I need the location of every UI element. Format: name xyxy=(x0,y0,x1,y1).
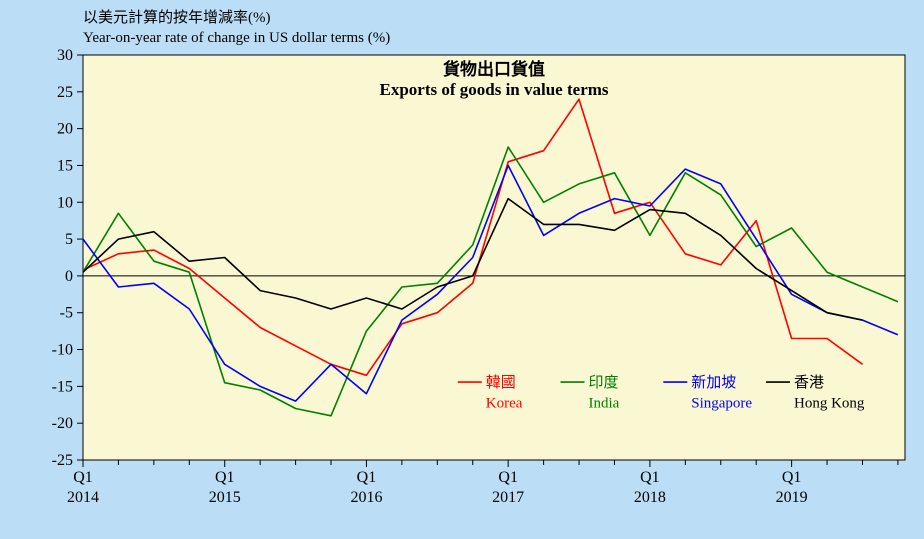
chart-title-en: Exports of goods in value terms xyxy=(379,80,608,99)
x-tick-year: 2017 xyxy=(492,489,524,506)
legend-label-zh: 新加坡 xyxy=(691,374,736,391)
x-tick-q1: Q1 xyxy=(498,469,518,486)
x-tick-q1: Q1 xyxy=(73,469,93,486)
y-tick-label: 5 xyxy=(65,231,73,248)
y-tick-label: 10 xyxy=(57,194,73,211)
y-tick-label: 20 xyxy=(57,121,73,138)
legend-label-zh: 韓國 xyxy=(486,374,516,391)
y-tick-label: 0 xyxy=(65,268,73,285)
legend-label-en: Korea xyxy=(486,395,523,411)
x-tick-year: 2016 xyxy=(350,489,382,506)
x-tick-q1: Q1 xyxy=(357,469,377,486)
x-tick-year: 2014 xyxy=(67,489,99,506)
chart-container: -25 -20 -15 -10 -5 0 5 10 15 20 25 30 Q1 2014 Q1 2015 Q1… xyxy=(0,0,924,539)
y-tick-label: -15 xyxy=(52,378,73,395)
y-tick-label: -25 xyxy=(52,452,73,469)
y-tick-label: -10 xyxy=(52,342,73,359)
x-tick-q1: Q1 xyxy=(215,469,235,486)
legend-label-zh: 印度 xyxy=(589,374,619,391)
chart-title-zh: 貨物出口貨值 xyxy=(443,59,545,79)
legend-label-zh: 香港 xyxy=(794,374,824,391)
x-tick-year: 2015 xyxy=(209,489,241,506)
line-chart: -25 -20 -15 -10 -5 0 5 10 15 20 25 30 Q1 2014 Q1 2015 Q1… xyxy=(0,0,924,539)
x-tick-q1: Q1 xyxy=(640,469,660,486)
y-tick-label: 15 xyxy=(57,157,73,174)
legend-label-en: India xyxy=(589,395,620,411)
x-tick-year: 2019 xyxy=(776,489,808,506)
y-tick-label: 30 xyxy=(57,47,73,64)
y-tick-label: 25 xyxy=(57,84,73,101)
y-axis-label-en: Year-on-year rate of change in US dollar… xyxy=(83,30,390,46)
legend-label-en: Singapore xyxy=(691,395,752,411)
legend-label-en: Hong Kong xyxy=(794,395,865,411)
y-axis-label-zh: 以美元計算的按年增減率(%) xyxy=(83,8,271,26)
y-tick-label: -5 xyxy=(60,305,73,322)
x-tick-q1: Q1 xyxy=(782,469,802,486)
x-tick-year: 2018 xyxy=(634,489,666,506)
y-tick-label: -20 xyxy=(52,415,73,432)
